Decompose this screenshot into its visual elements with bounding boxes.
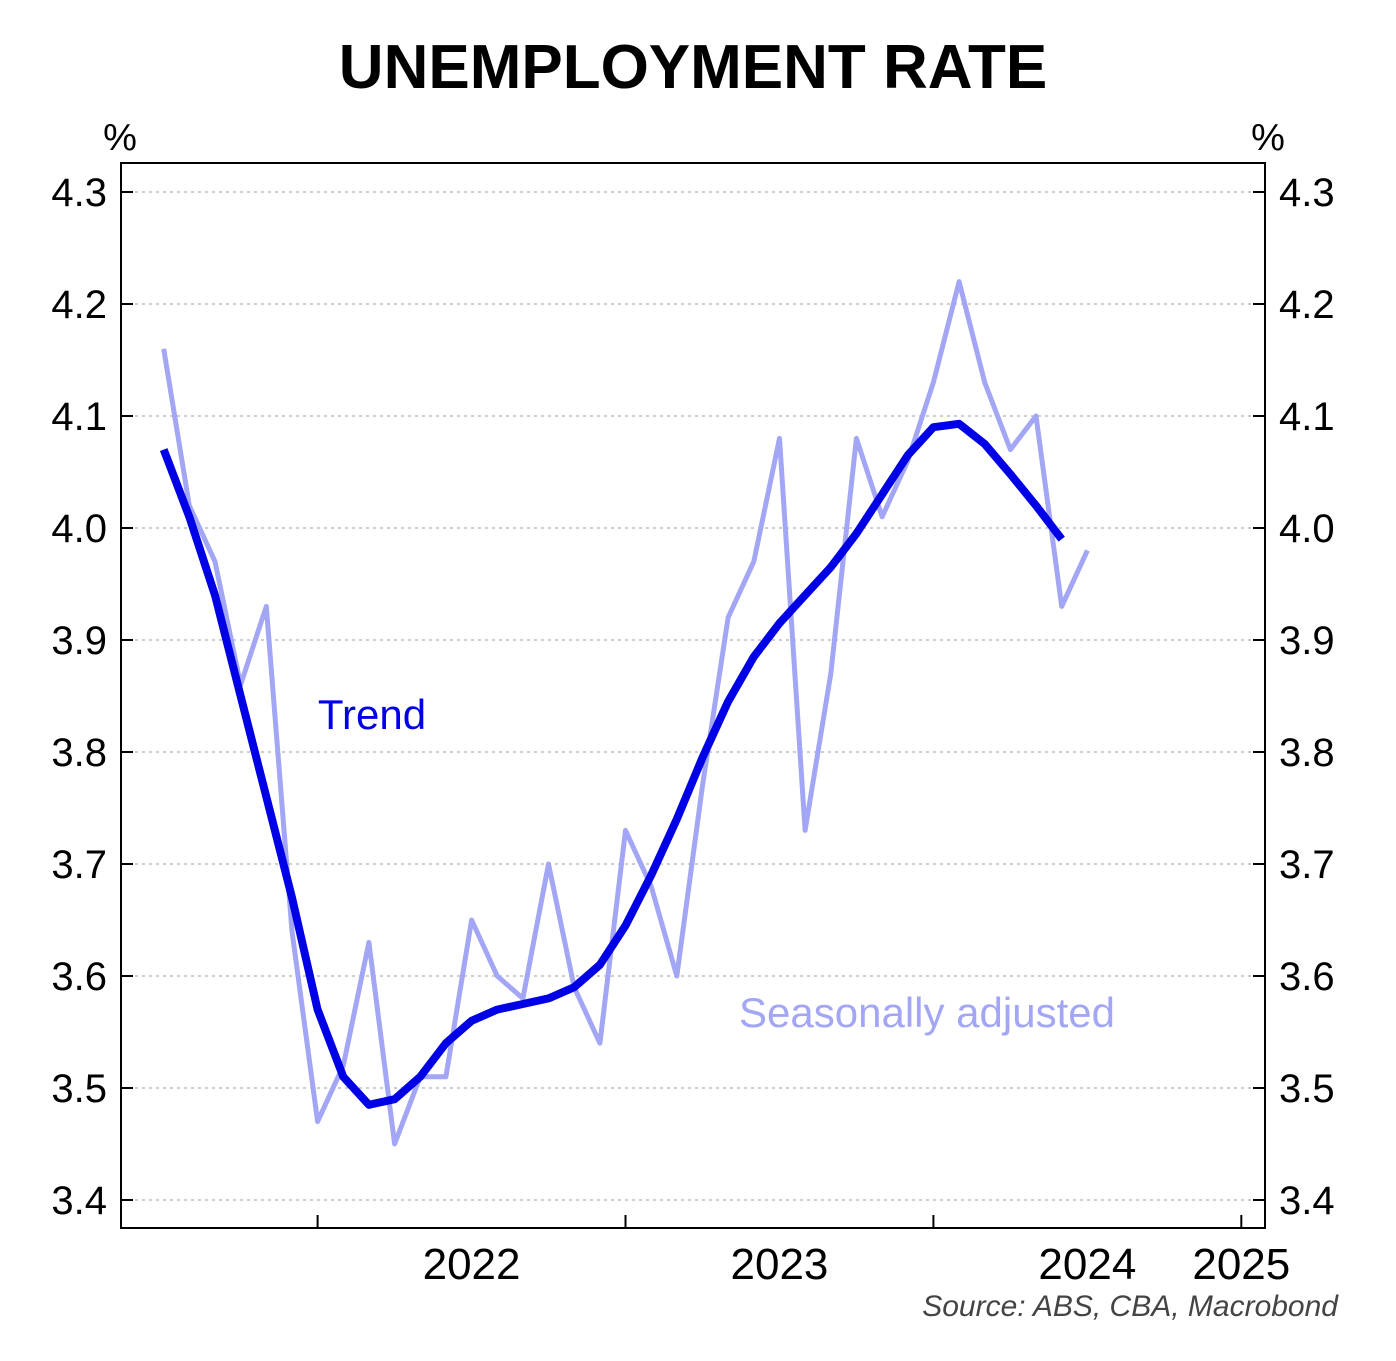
- y-tick-label-right: 3.6: [1279, 955, 1335, 999]
- x-tick-label: 2025: [1192, 1240, 1290, 1289]
- y-tick-label-left: 3.6: [51, 955, 107, 999]
- y-tick-label-left: 3.8: [51, 731, 107, 775]
- y-tick-label-left: 3.7: [51, 843, 107, 887]
- series-line-trend: [159, 419, 1065, 1109]
- series-label-trend: Trend: [318, 691, 426, 738]
- y-tick-label-right: 3.9: [1279, 619, 1335, 663]
- y-tick-label-right: 3.5: [1279, 1067, 1335, 1111]
- x-tick-label: 2024: [1038, 1240, 1136, 1289]
- chart-title: UNEMPLOYMENT RATE: [339, 33, 1047, 102]
- plot-frame: [120, 162, 1266, 1229]
- y-tick-label-right: 4.2: [1279, 283, 1335, 327]
- series-layer: [159, 279, 1090, 1147]
- y-tick-label-left: 3.5: [51, 1067, 107, 1111]
- y-unit-left: %: [103, 117, 137, 159]
- y-tick-label-left: 3.9: [51, 619, 107, 663]
- grid-layer: [121, 191, 1265, 1201]
- y-tick-label-left: 4.1: [51, 395, 107, 439]
- x-tick-label: 2022: [423, 1240, 521, 1289]
- x-tick-label: 2023: [731, 1240, 829, 1289]
- y-tick-label-right: 3.8: [1279, 731, 1335, 775]
- axis-layer: 3.4 3.4 3.5 3.5 3.6 3.6 3.7 3.7 3.8 3.8 3.9 3.9 4.0 4…: [51, 162, 1335, 1289]
- y-tick-label-left: 4.3: [51, 171, 107, 215]
- series-label-seasonally-adjusted: Seasonally adjusted: [739, 989, 1115, 1036]
- y-tick-label-left: 3.4: [51, 1179, 107, 1223]
- y-tick-label-right: 3.4: [1279, 1179, 1335, 1223]
- y-unit-right: %: [1251, 117, 1285, 159]
- source-note: Source: ABS, CBA, Macrobond: [922, 1290, 1339, 1323]
- y-tick-label-right: 3.7: [1279, 843, 1335, 887]
- series-line-seasonally-adjusted: [161, 279, 1090, 1147]
- y-tick-label-left: 4.2: [51, 283, 107, 327]
- y-tick-label-right: 4.1: [1279, 395, 1335, 439]
- y-tick-label-right: 4.3: [1279, 171, 1335, 215]
- y-tick-label-left: 4.0: [51, 507, 107, 551]
- y-tick-label-right: 4.0: [1279, 507, 1335, 551]
